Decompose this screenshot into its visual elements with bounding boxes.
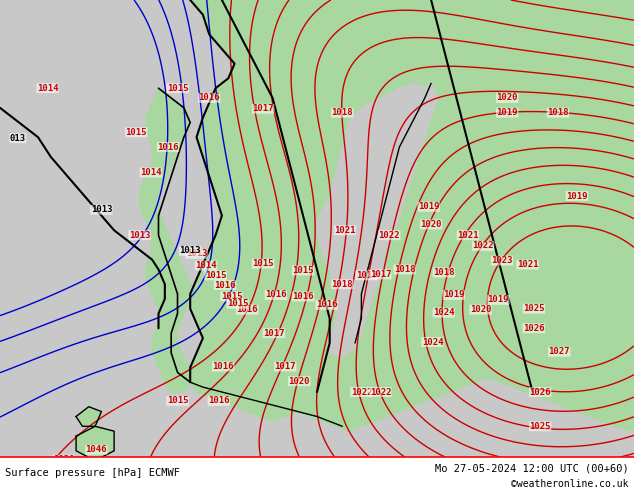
Text: 1023: 1023 [491,256,513,265]
Text: 1024: 1024 [433,308,455,317]
Text: 1020: 1020 [496,94,518,102]
Text: 1020: 1020 [420,220,442,229]
Text: 1015: 1015 [252,259,274,268]
Text: 1026: 1026 [523,324,545,333]
Text: 1022: 1022 [370,388,391,396]
Polygon shape [139,88,190,392]
Text: 1017: 1017 [252,104,274,113]
Text: 1021: 1021 [517,260,538,269]
Text: 1016: 1016 [236,305,258,314]
Polygon shape [76,407,101,426]
Text: 1020: 1020 [470,305,491,314]
Text: 1021: 1021 [334,226,356,235]
Text: 1018: 1018 [394,265,415,274]
Text: 1017: 1017 [275,362,296,371]
Text: 1016: 1016 [214,281,236,290]
Text: 1015: 1015 [205,271,226,280]
Text: 1017: 1017 [356,271,377,280]
Text: 1027: 1027 [548,347,570,356]
Text: 1015: 1015 [221,292,242,301]
Text: 1019: 1019 [496,108,518,117]
Text: 1016: 1016 [212,362,234,371]
Text: 1022: 1022 [472,242,494,250]
Text: Mo 27-05-2024 12:00 UTC (00+60): Mo 27-05-2024 12:00 UTC (00+60) [435,464,629,473]
Text: 013: 013 [10,134,26,143]
Text: 1019: 1019 [488,295,509,304]
Text: 1016: 1016 [316,300,337,309]
Polygon shape [190,0,634,431]
Text: 1013: 1013 [186,249,207,258]
Text: 1016: 1016 [292,292,314,301]
Text: 1015: 1015 [167,396,188,405]
Text: 1013: 1013 [129,231,150,240]
Text: 1017: 1017 [263,329,285,338]
Text: 1016: 1016 [198,94,220,102]
Text: 1021: 1021 [83,465,105,474]
Text: 1024: 1024 [422,338,443,346]
Text: 1017: 1017 [370,270,391,279]
Text: 1013: 1013 [91,205,112,214]
Text: 1021: 1021 [457,231,479,240]
Text: 1018: 1018 [332,280,353,289]
Text: 1025: 1025 [529,422,551,431]
Bar [0,457,634,490]
Text: 1022: 1022 [378,231,400,240]
Text: 1014: 1014 [195,261,217,270]
Text: 1020: 1020 [288,377,310,386]
Text: 1015: 1015 [126,128,147,137]
Text: 1019: 1019 [418,202,439,211]
Polygon shape [323,83,437,358]
Text: 1015: 1015 [292,266,314,275]
Text: 1018: 1018 [433,268,455,277]
Text: 1018: 1018 [332,108,353,117]
Polygon shape [76,426,114,461]
Text: 1020: 1020 [53,455,74,464]
Polygon shape [317,83,425,265]
Text: 1022: 1022 [351,388,372,396]
Text: Surface pressure [hPa] ECMWF: Surface pressure [hPa] ECMWF [5,468,180,478]
Text: 1013: 1013 [179,246,201,255]
Text: ©weatheronline.co.uk: ©weatheronline.co.uk [512,479,629,489]
Text: 1014: 1014 [37,84,58,93]
Text: 1019: 1019 [443,291,465,299]
Text: 1026: 1026 [529,388,551,396]
Text: 1014: 1014 [140,168,162,177]
Text: 1016: 1016 [208,396,230,405]
Text: 1046: 1046 [86,445,107,454]
Text: 1025: 1025 [523,304,545,313]
Text: 1018: 1018 [547,108,569,117]
Text: 1015: 1015 [227,299,249,308]
Text: 1016: 1016 [157,143,179,151]
Text: 1016: 1016 [265,291,287,299]
Text: 1015: 1015 [167,84,188,93]
Text: 1019: 1019 [566,192,588,200]
